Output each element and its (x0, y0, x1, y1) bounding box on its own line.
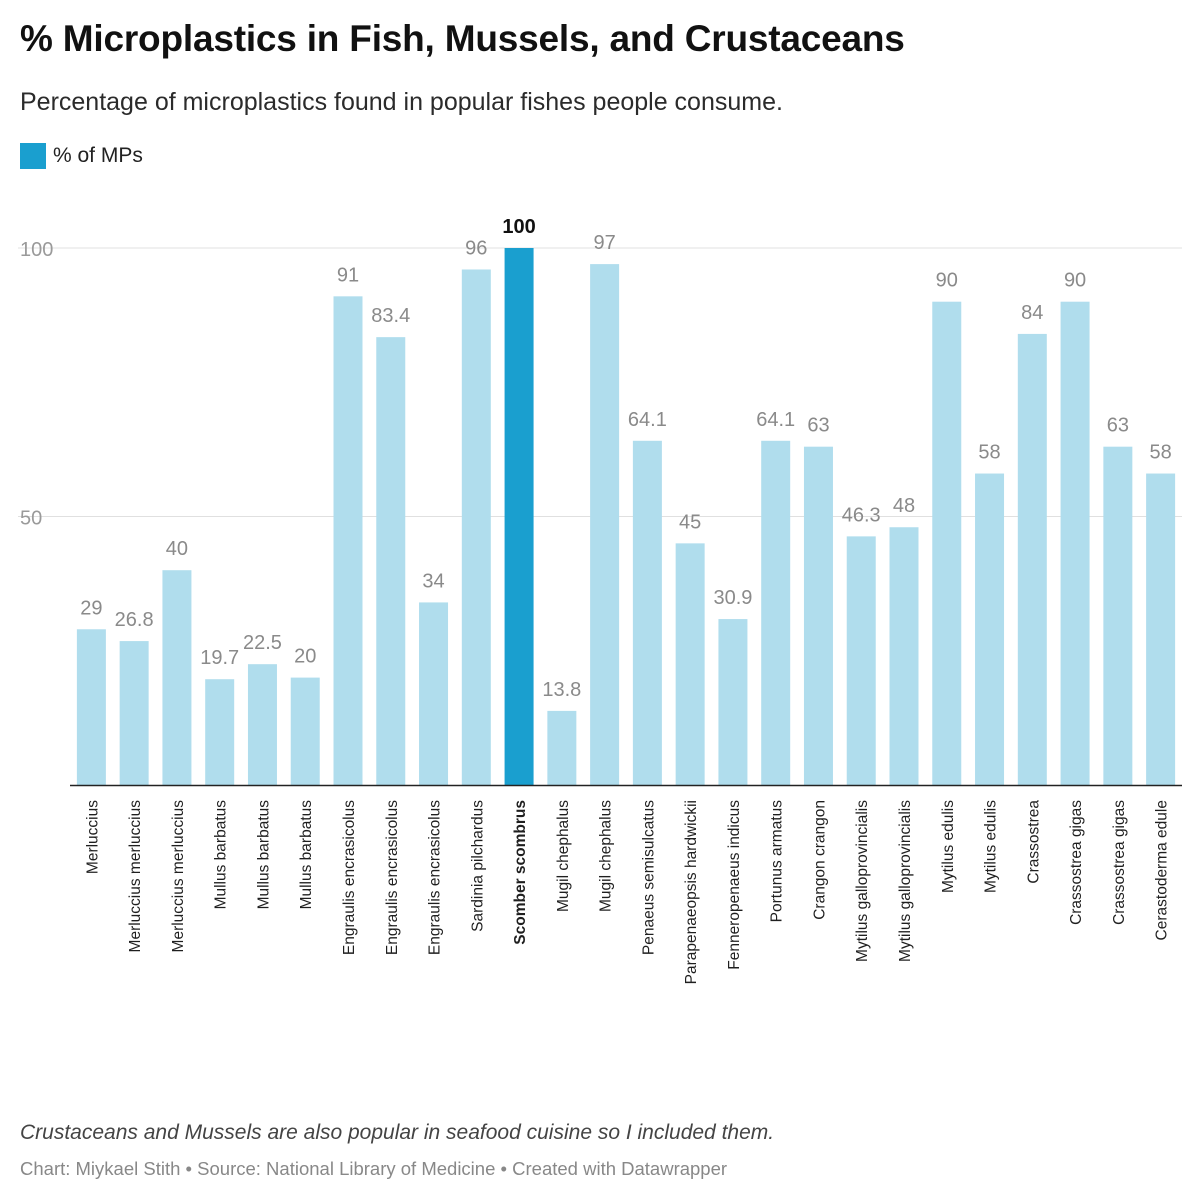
x-tick-label: Crassostrea gigas (1111, 800, 1128, 925)
bar (803, 446, 833, 785)
y-tick-label: 100 (20, 239, 53, 261)
data-label: 64.1 (756, 409, 795, 431)
data-label: 26.8 (115, 609, 154, 631)
bar (632, 440, 662, 785)
data-label: 63 (807, 415, 829, 437)
bar (376, 337, 406, 785)
credits-separator: • (180, 1158, 198, 1179)
data-label: 13.8 (542, 679, 581, 701)
y-tick-label: 50 (20, 508, 42, 530)
bar (162, 570, 192, 785)
bar (1060, 301, 1090, 785)
data-label: 100 (502, 216, 535, 238)
bar (975, 473, 1005, 785)
bar (1103, 446, 1133, 785)
bar (76, 629, 106, 785)
x-tick-label: Mullus barbatus (298, 800, 315, 910)
bar (1017, 333, 1047, 785)
tool-credit: Created with Datawrapper (512, 1158, 728, 1179)
x-tick-label: Mullus barbatus (255, 800, 272, 910)
data-label: 30.9 (713, 587, 752, 609)
x-tick-label: Mytilus galloprovincialis (897, 800, 914, 962)
data-label: 90 (1064, 270, 1086, 292)
bar (1146, 473, 1176, 785)
data-label: 58 (978, 442, 1000, 464)
data-label: 90 (936, 270, 958, 292)
x-tick-label: Mytilus galloprovincialis (854, 800, 871, 962)
bar (504, 248, 534, 785)
credits-separator: • (495, 1158, 513, 1179)
data-label: 58 (1149, 442, 1171, 464)
chart-credit: Chart: Miykael Stith (20, 1158, 181, 1179)
credits: Chart: Miykael Stith • Source: National … (20, 1158, 727, 1180)
x-tick-label: Mugil chephalus (598, 800, 615, 912)
x-tick-label: Merluccius merluccius (127, 800, 144, 953)
x-tick-label: Parapenaeopsis hardwickii (683, 800, 700, 984)
x-tick-label: Sardinia pilchardus (469, 800, 486, 932)
chart-title: % Microplastics in Fish, Mussels, and Cr… (20, 18, 905, 59)
x-tick-label: Engraulis encrasicolus (427, 800, 444, 955)
bar (590, 264, 620, 785)
data-label: 63 (1107, 415, 1129, 437)
x-tick-label: Mugil chephalus (555, 800, 572, 912)
bar (718, 619, 748, 785)
data-label: 20 (294, 646, 316, 668)
x-tick-label: Crassostrea (1025, 800, 1042, 884)
data-label: 96 (465, 237, 487, 259)
bar (290, 677, 320, 785)
x-tick-label: Crassostrea gigas (1068, 800, 1085, 925)
bar (333, 296, 363, 785)
bar (761, 440, 791, 785)
data-label: 22.5 (243, 632, 282, 654)
data-label: 19.7 (200, 647, 239, 669)
data-label: 34 (422, 570, 444, 592)
legend: % of MPs (20, 143, 143, 169)
bar (932, 301, 962, 785)
bar (675, 543, 705, 785)
bar (205, 679, 235, 785)
data-label: 29 (80, 597, 102, 619)
x-tick-label: Merluccius merluccius (170, 800, 187, 953)
data-label: 83.4 (371, 305, 410, 327)
bar (247, 664, 277, 785)
data-label: 64.1 (628, 409, 667, 431)
footnote: Crustaceans and Mussels are also popular… (20, 1121, 775, 1144)
legend-label: % of MPs (53, 144, 143, 167)
source-credit: Source: National Library of Medicine (197, 1158, 496, 1179)
data-label: 46.3 (842, 504, 881, 526)
data-label: 40 (166, 538, 188, 560)
x-tick-label: Engraulis encrasicolus (384, 800, 401, 955)
data-label: 91 (337, 264, 359, 286)
data-label: 45 (679, 511, 701, 533)
x-tick-label: Mytilus edulis (983, 800, 1000, 893)
bar-chart: 50 100 29 Merluccius 26.8 Merluccius merlucci… (18, 216, 1182, 984)
x-tick-label: Merluccius (84, 800, 101, 874)
bar (119, 641, 149, 785)
x-tick-label: Portunus armatus (769, 800, 786, 923)
bar (547, 710, 577, 785)
bar (419, 602, 449, 785)
chart-subtitle: Percentage of microplastics found in pop… (20, 88, 783, 116)
x-tick-label: Engraulis encrasicolus (341, 800, 358, 955)
x-tick-label: Mytilus edulis (940, 800, 957, 893)
data-label: 48 (893, 495, 915, 517)
data-label: 97 (593, 232, 615, 254)
bar (461, 269, 491, 786)
x-tick-label: Crangon crangon (811, 800, 828, 920)
x-tick-label: Scomber scombrus (512, 800, 529, 945)
x-tick-label: Penaeus semisulcatus (640, 800, 657, 955)
x-tick-label: Fenneropenaeus indicus (726, 800, 743, 970)
bar (889, 527, 919, 785)
bar (846, 536, 876, 785)
legend-swatch (20, 143, 46, 169)
x-tick-label: Cerastoderma edule (1154, 800, 1171, 940)
x-tick-label: Mullus barbatus (213, 800, 230, 910)
data-label: 84 (1021, 302, 1043, 324)
